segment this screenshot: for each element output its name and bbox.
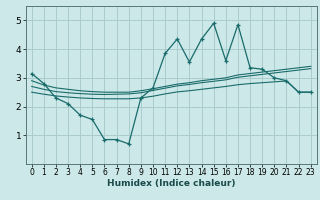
X-axis label: Humidex (Indice chaleur): Humidex (Indice chaleur) [107, 179, 236, 188]
